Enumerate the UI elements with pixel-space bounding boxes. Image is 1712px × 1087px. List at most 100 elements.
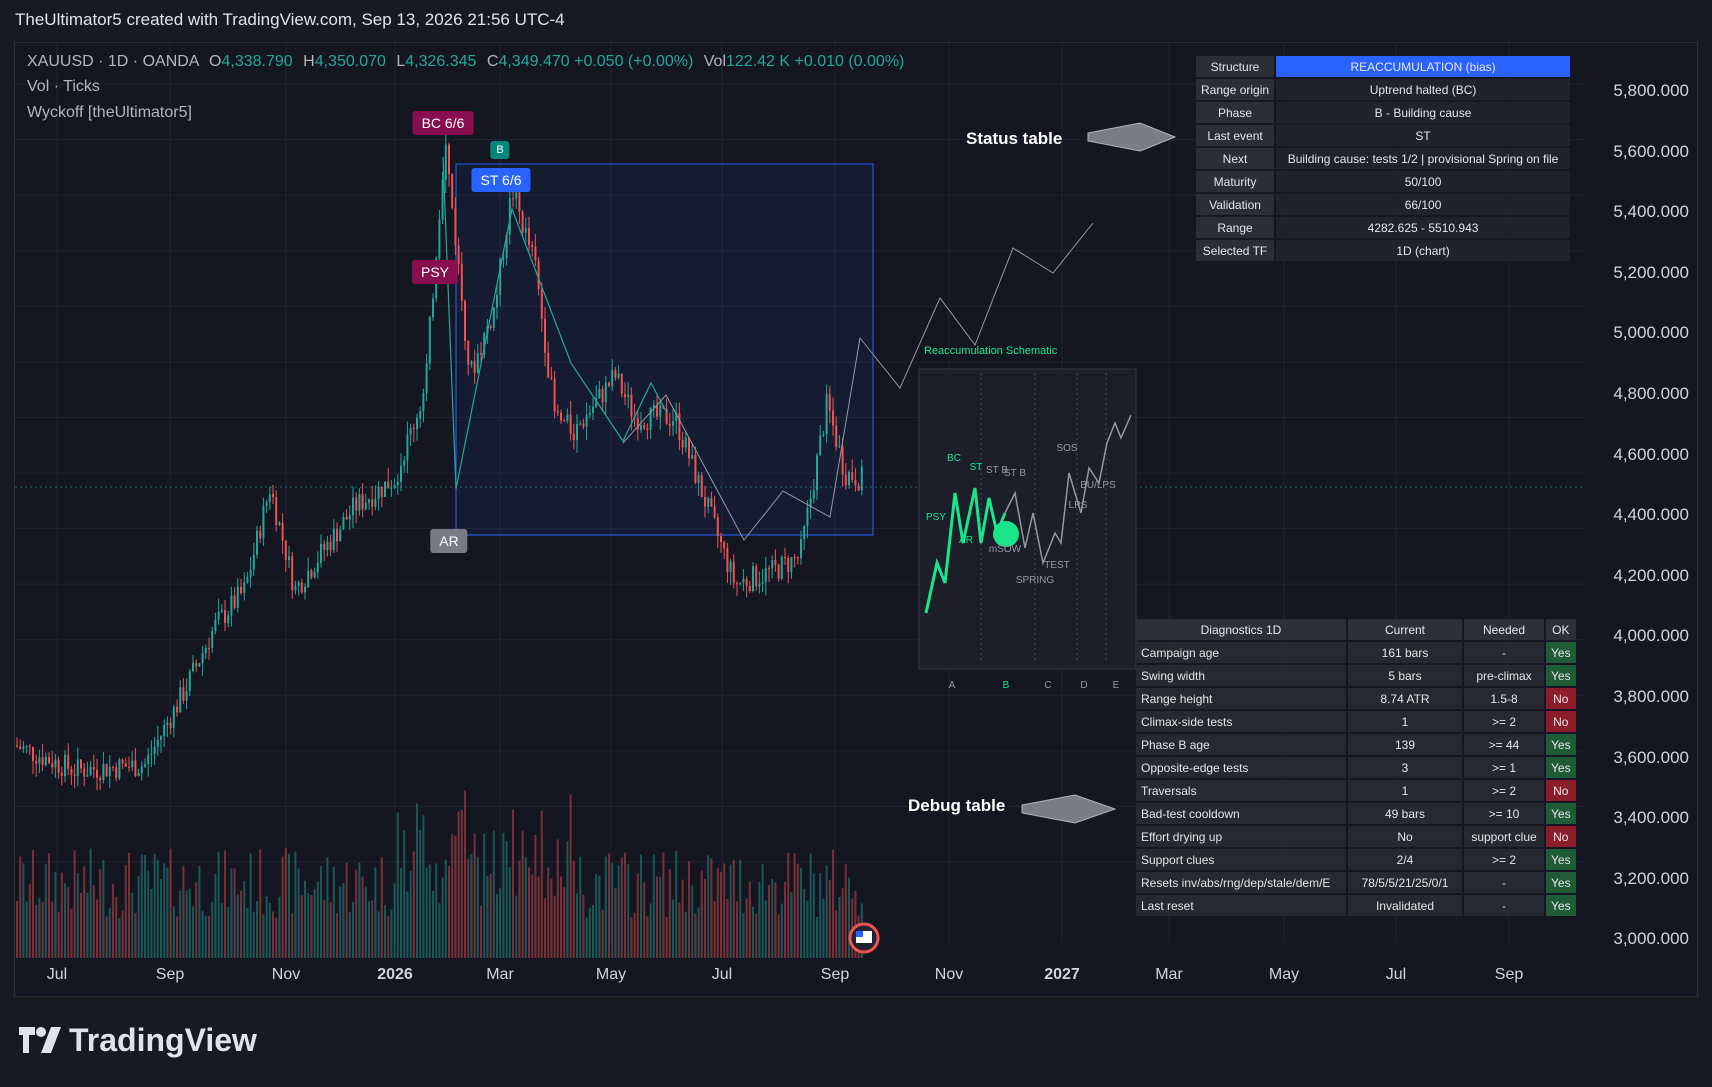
volume-bar [496,894,498,958]
candle-body [374,498,377,507]
volume-bar [624,852,626,958]
volume-bar [102,859,105,958]
volume-bar [396,812,399,958]
b-event-label: B [490,141,510,159]
diagnostics-cell: pre-climax [1464,665,1544,686]
schematic-phase-label: C [1044,680,1051,691]
volume-bar [467,858,470,958]
candle-body [806,507,809,526]
volume-bar [92,885,95,958]
volume-bar [620,857,623,958]
diagnostics-cell: 139 [1348,734,1462,755]
candle-body [70,769,73,775]
candle-body [396,482,399,485]
candle-body [518,192,521,212]
candle-body [473,361,476,373]
candle-body [99,777,102,781]
time-tick-label: Sep [155,966,185,983]
price-tick-label: 3,800.000 [1613,687,1689,706]
candle-body [163,724,166,737]
candle-body [156,739,159,747]
volume-bar [732,859,735,958]
volume-bar [70,908,73,958]
volume-bar [179,890,182,958]
volume-bar [566,841,569,958]
candle-body [732,561,735,584]
volume-bar [521,830,524,958]
volume-bar [313,889,316,958]
volume-bar [400,867,402,958]
volume-bar [364,886,367,958]
schematic-event-label: AR [959,535,973,546]
diagnostics-header-row: Diagnostics 1D Current Needed OK [1136,619,1576,640]
status-row: Validation 66/100 [1196,194,1571,215]
symbol-label[interactable]: XAUUSD · 1D · OANDA [27,53,199,70]
volume-bar [774,882,777,958]
candle-body [812,490,815,499]
candle-body [96,769,98,778]
candle-body [515,192,518,199]
schematic-green-path [924,487,1007,614]
volume-bar [259,849,262,958]
schematic-event-label: ST B [986,465,1008,476]
volume-bar [713,900,716,958]
volume-bar [483,833,486,958]
diagnostics-cell: Swing width [1136,665,1346,686]
candle-body [25,746,28,748]
candle-body [563,420,566,422]
volume-bar [694,913,697,958]
volume-bar [80,892,82,958]
volume-bar [390,909,393,958]
candle-body [572,433,575,441]
candle-body [54,759,57,768]
diagnostics-cell: >= 2 [1464,711,1544,732]
volume-bar [803,889,806,958]
candle-body [483,333,486,355]
volume-bar [332,867,335,958]
status-row: Structure REACCUMULATION (bias) [1196,56,1571,77]
volume-bar [137,875,140,958]
diagnostics-cell: No [1546,688,1576,709]
volume-bar [470,853,473,958]
volume-bar [451,834,454,958]
time-tick-label: Nov [934,966,964,983]
volume-bar [224,850,226,958]
candle-body [246,577,249,583]
volume-indicator-label[interactable]: Vol · Ticks [27,78,100,95]
candle-body [729,561,732,573]
volume-bar [816,916,818,958]
ar-event-label: AR [430,529,468,553]
candle-body [624,393,626,398]
volume-bar [640,854,642,958]
candle-body [457,245,460,265]
volume-bar [281,856,284,958]
price-tick-label: 4,600.000 [1613,444,1689,464]
candle-body [540,289,543,319]
volume-bar [736,901,738,958]
volume-bar [534,835,537,958]
price-tick-label: 5,400.000 [1613,202,1689,222]
wyckoff-indicator-label[interactable]: Wyckoff [theUltimator5] [27,104,192,121]
status-key: Selected TF [1196,240,1275,261]
candle-body [604,382,607,403]
candle-body [275,497,278,525]
candle-body [758,583,761,587]
diagnostics-row: Bad-test cooldown 49 bars >= 10 Yes [1136,803,1576,824]
status-row: Range origin Uptrend halted (BC) [1196,79,1571,100]
volume-bar [425,867,428,958]
candle-body [294,585,297,591]
candle-body [608,382,610,386]
volume-bar [316,881,319,958]
candle-body [112,766,114,768]
volume-bar [633,912,636,958]
price-tick-label: 3,600.000 [1613,747,1689,767]
volume-bar [323,900,326,958]
candle-body [300,582,303,593]
candle-body [505,234,508,259]
candle-body [668,423,671,426]
candle-body [137,773,140,777]
volume-bar [502,832,505,958]
price-axis[interactable]: 5,800.000 5,600.000 5,400.000 5,200.000 5,00… [1583,43,1697,996]
